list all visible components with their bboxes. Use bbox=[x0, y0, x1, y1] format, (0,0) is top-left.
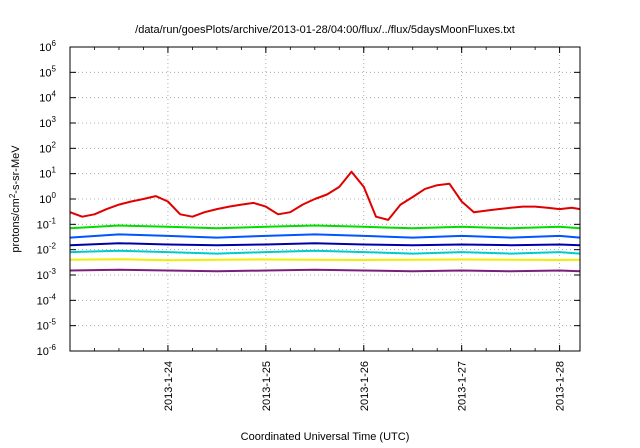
series-line-3 bbox=[69, 233, 581, 239]
x-tick-label: 2013-1-27 bbox=[457, 361, 469, 411]
y-tick-label: 103 bbox=[39, 115, 56, 130]
series-line-7 bbox=[69, 268, 581, 273]
x-axis-label: Coordinated Universal Time (UTC) bbox=[241, 431, 410, 443]
x-tick-label: 2013-1-25 bbox=[261, 361, 273, 411]
y-tick-label: 105 bbox=[39, 64, 56, 79]
y-tick-label: 106 bbox=[39, 39, 56, 54]
x-tick-label: 2013-1-26 bbox=[359, 361, 371, 411]
y-axis-label: protons/cm2-s-sr-MeV bbox=[8, 145, 22, 253]
x-tick-labels: 2013-1-24 2013-1-25 2013-1-26 2013-1-27 2013… bbox=[163, 361, 567, 411]
y-tick-labels: 10-6 10-5 10-4 10-3 10-2 10-1 100 101 102 103 104 1… bbox=[37, 39, 57, 358]
series-line-6 bbox=[69, 258, 581, 262]
series-group bbox=[69, 170, 581, 273]
y-tick-label: 100 bbox=[39, 191, 56, 206]
grid bbox=[70, 47, 580, 351]
series-line-5 bbox=[69, 249, 581, 255]
y-tick-label: 101 bbox=[39, 166, 56, 181]
y-tick-label: 10-4 bbox=[37, 292, 57, 307]
y-tick-label: 10-3 bbox=[37, 267, 57, 282]
y-tick-label: 104 bbox=[39, 90, 56, 105]
x-tick-label: 2013-1-28 bbox=[555, 361, 567, 411]
x-tick-label: 2013-1-24 bbox=[163, 361, 175, 411]
series-line-1 bbox=[69, 170, 581, 221]
series-line-4 bbox=[69, 242, 581, 247]
series-line-2 bbox=[69, 224, 581, 230]
y-tick-label: 10-6 bbox=[37, 343, 57, 358]
y-tick-label: 102 bbox=[39, 140, 56, 155]
ticks bbox=[69, 46, 580, 352]
y-tick-label: 10-2 bbox=[37, 242, 57, 257]
y-tick-label: 10-1 bbox=[37, 216, 57, 231]
y-tick-label: 10-5 bbox=[37, 318, 57, 333]
chart-title: /data/run/goesPlots/archive/2013-01-28/0… bbox=[135, 24, 515, 36]
